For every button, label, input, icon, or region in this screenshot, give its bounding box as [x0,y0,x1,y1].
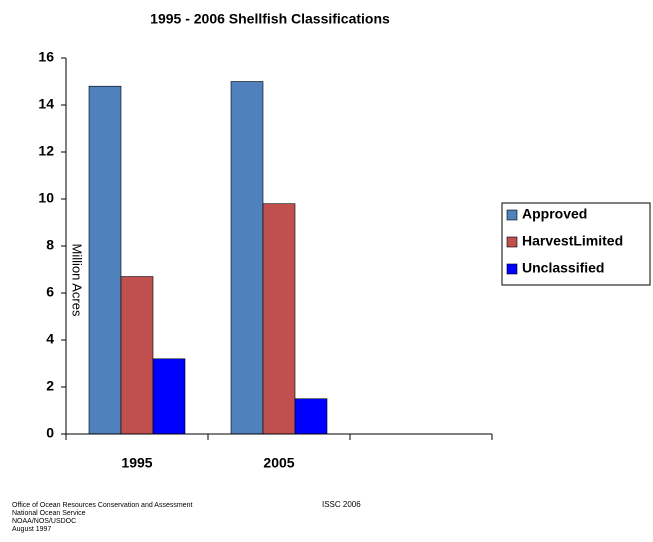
bar [262,203,296,435]
footer-note: National Ocean Service [12,510,86,517]
legend-swatch [506,209,518,221]
bar [120,276,154,435]
footer-note: ISSC 2006 [322,500,361,509]
bar [88,85,122,435]
chart-title: 1995 - 2006 Shellfish Classifications [150,11,390,27]
bar [294,398,328,435]
y-axis-label: Million Acres [70,244,85,317]
legend-box [501,202,651,286]
x-tick-label: 2005 [263,455,294,471]
legend-label: HarvestLimited [522,233,623,249]
x-tick-label: 1995 [121,455,152,471]
footer-note: August 1997 [12,526,51,533]
legend-label: Approved [522,206,587,222]
bar [230,81,264,435]
bar [152,358,186,435]
footer-note: Office of Ocean Resources Conservation a… [12,502,192,509]
y-tick-label: 8 [46,237,54,253]
legend-label: Unclassified [522,260,604,276]
y-tick-label: 0 [46,425,54,441]
y-tick-label: 14 [38,96,54,112]
y-tick-label: 6 [46,284,54,300]
y-tick-label: 12 [38,143,54,159]
legend-swatch [506,263,518,275]
y-tick-label: 4 [46,331,54,347]
y-tick-label: 16 [38,49,54,65]
y-tick-label: 2 [46,378,54,394]
y-tick-label: 10 [38,190,54,206]
footer-note: NOAA/NOS/USDOC [12,518,76,525]
legend-swatch [506,236,518,248]
